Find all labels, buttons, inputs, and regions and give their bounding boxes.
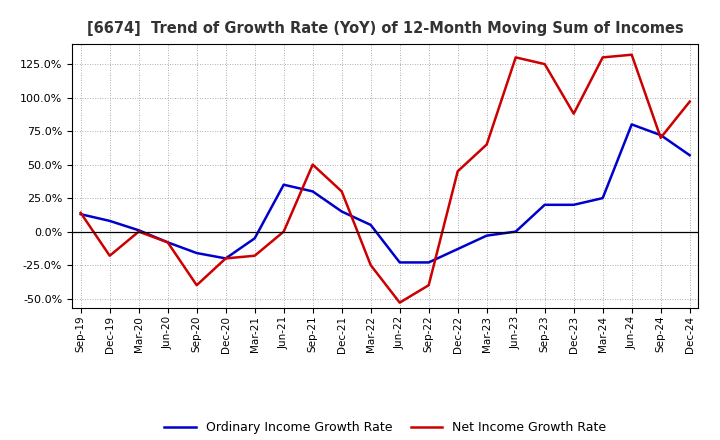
Net Income Growth Rate: [395, 300, 404, 305]
Net Income Growth Rate: [366, 263, 375, 268]
Ordinary Income Growth Rate: [598, 195, 607, 201]
Ordinary Income Growth Rate: [135, 227, 143, 233]
Net Income Growth Rate: [105, 253, 114, 258]
Net Income Growth Rate: [454, 169, 462, 174]
Net Income Growth Rate: [541, 62, 549, 67]
Net Income Growth Rate: [338, 189, 346, 194]
Net Income Growth Rate: [135, 229, 143, 234]
Net Income Growth Rate: [76, 210, 85, 216]
Ordinary Income Growth Rate: [308, 189, 317, 194]
Net Income Growth Rate: [251, 253, 259, 258]
Ordinary Income Growth Rate: [627, 122, 636, 127]
Ordinary Income Growth Rate: [454, 246, 462, 252]
Ordinary Income Growth Rate: [395, 260, 404, 265]
Ordinary Income Growth Rate: [76, 212, 85, 217]
Ordinary Income Growth Rate: [163, 240, 172, 245]
Net Income Growth Rate: [163, 240, 172, 245]
Ordinary Income Growth Rate: [279, 182, 288, 187]
Ordinary Income Growth Rate: [482, 233, 491, 238]
Legend: Ordinary Income Growth Rate, Net Income Growth Rate: Ordinary Income Growth Rate, Net Income …: [159, 416, 611, 439]
Title: [6674]  Trend of Growth Rate (YoY) of 12-Month Moving Sum of Incomes: [6674] Trend of Growth Rate (YoY) of 12-…: [87, 21, 683, 36]
Ordinary Income Growth Rate: [105, 218, 114, 224]
Net Income Growth Rate: [482, 142, 491, 147]
Net Income Growth Rate: [221, 256, 230, 261]
Ordinary Income Growth Rate: [511, 229, 520, 234]
Net Income Growth Rate: [657, 135, 665, 140]
Ordinary Income Growth Rate: [366, 222, 375, 227]
Net Income Growth Rate: [598, 55, 607, 60]
Ordinary Income Growth Rate: [251, 236, 259, 241]
Ordinary Income Growth Rate: [424, 260, 433, 265]
Ordinary Income Growth Rate: [541, 202, 549, 207]
Ordinary Income Growth Rate: [338, 209, 346, 214]
Line: Ordinary Income Growth Rate: Ordinary Income Growth Rate: [81, 125, 690, 262]
Net Income Growth Rate: [192, 282, 201, 288]
Net Income Growth Rate: [570, 111, 578, 116]
Net Income Growth Rate: [279, 229, 288, 234]
Ordinary Income Growth Rate: [221, 256, 230, 261]
Net Income Growth Rate: [308, 162, 317, 167]
Net Income Growth Rate: [627, 52, 636, 57]
Net Income Growth Rate: [685, 99, 694, 104]
Ordinary Income Growth Rate: [570, 202, 578, 207]
Ordinary Income Growth Rate: [192, 250, 201, 256]
Net Income Growth Rate: [424, 282, 433, 288]
Ordinary Income Growth Rate: [657, 132, 665, 138]
Ordinary Income Growth Rate: [685, 153, 694, 158]
Line: Net Income Growth Rate: Net Income Growth Rate: [81, 55, 690, 303]
Net Income Growth Rate: [511, 55, 520, 60]
